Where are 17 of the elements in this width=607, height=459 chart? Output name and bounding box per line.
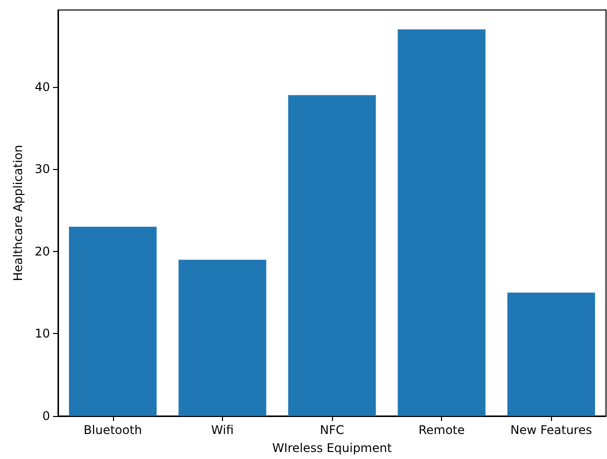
y-axis-title: Healthcare Application xyxy=(10,144,25,282)
bar xyxy=(398,29,486,416)
y-tick-label: 30 xyxy=(34,162,50,176)
x-tick-label: Remote xyxy=(418,423,465,437)
y-tick-label: 40 xyxy=(34,80,50,94)
x-tick-label: NFC xyxy=(320,423,344,437)
x-tick-label: Bluetooth xyxy=(84,423,142,437)
bar xyxy=(288,95,376,416)
x-tick-label: New Features xyxy=(510,423,592,437)
x-tick-label: Wifi xyxy=(211,423,234,437)
bar xyxy=(178,260,266,416)
bar xyxy=(507,292,596,416)
bar xyxy=(68,226,157,416)
y-tick-label: 0 xyxy=(42,409,50,423)
x-axis-title: WIreless Equipment xyxy=(272,441,392,455)
y-tick-label: 20 xyxy=(34,244,50,258)
y-tick-label: 10 xyxy=(34,326,50,341)
